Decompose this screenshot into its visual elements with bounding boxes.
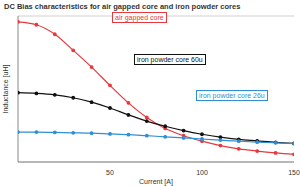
svg-text:100: 100 [196,169,208,176]
svg-text:150: 150 [288,169,292,176]
html-text:iron powder core 60u: iron powder core 60u [137,56,203,63]
svg-text:Inductance [uH]: Inductance [uH] [8,64,10,113]
svg-text:Current [A]: Current [A] [139,178,173,186]
svg-text:50: 50 [106,169,114,176]
html-text:DC Bias characteristics for ai: DC Bias characteristics for air gapped c… [4,2,241,11]
html-text:air gapped core: air gapped core [115,14,164,21]
html-text:iron powder core 26u: iron powder core 26u [199,92,265,99]
